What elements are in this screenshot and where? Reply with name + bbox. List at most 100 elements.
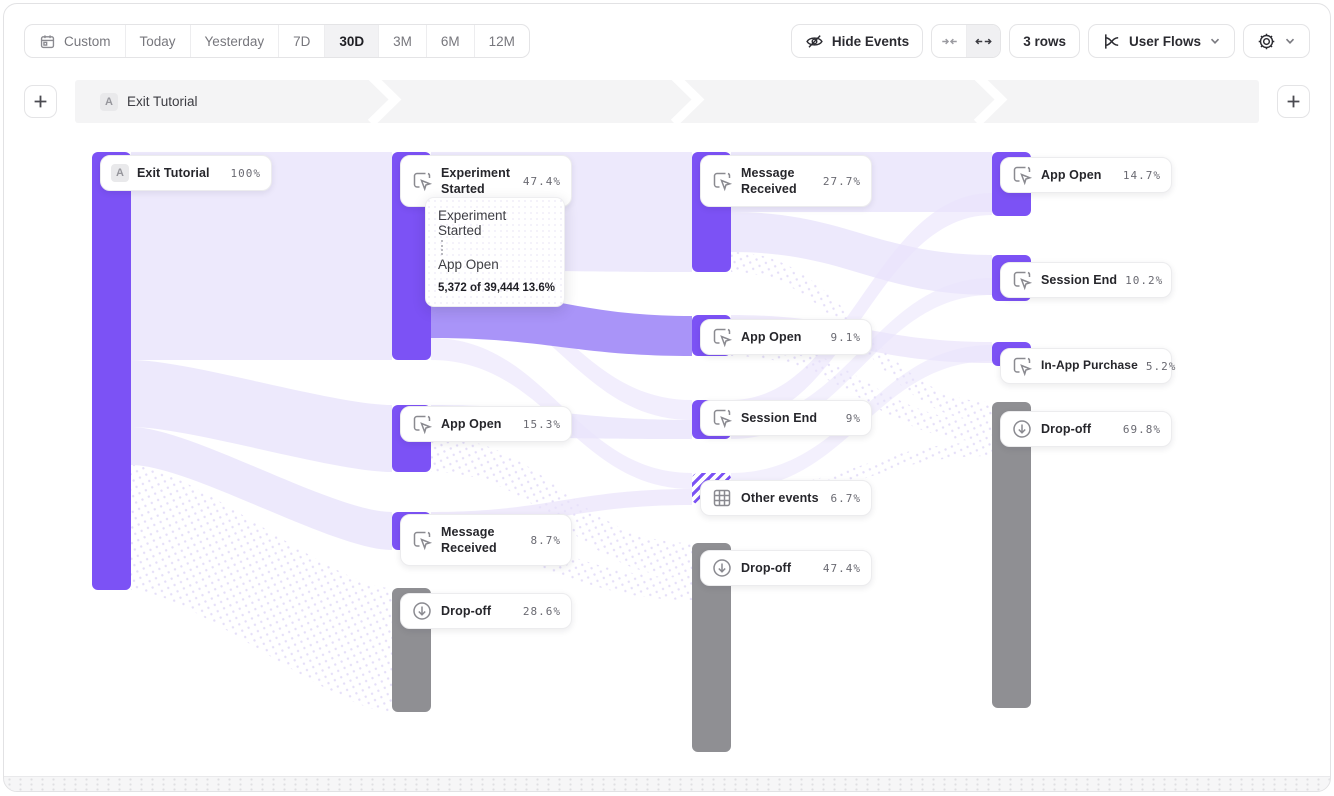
node-card-app-open-4[interactable]: App Open 14.7% (1000, 157, 1172, 193)
collapse-expand-toggle (931, 24, 1002, 58)
date-range-custom[interactable]: Custom (25, 25, 125, 57)
node-value: 47.4% (522, 174, 561, 188)
bottom-resize-strip[interactable] (4, 776, 1330, 791)
node-bar-dropoff-4[interactable] (992, 402, 1031, 708)
date-range-yesterday[interactable]: Yesterday (189, 25, 279, 57)
flow-ribbon (731, 212, 992, 295)
grid-icon (711, 487, 733, 509)
node-label: Other events (741, 490, 819, 505)
chevron-down-icon (1284, 35, 1296, 47)
add-step-left-button[interactable] (24, 85, 57, 118)
view-type-dropdown[interactable]: User Flows (1087, 24, 1235, 58)
node-value: 10.2% (1125, 273, 1164, 287)
hide-events-button[interactable]: Hide Events (790, 24, 924, 58)
event-icon (711, 326, 733, 348)
node-value: 100% (230, 166, 261, 180)
node-label: Exit Tutorial (137, 165, 210, 180)
node-bar-exit-tutorial[interactable] (92, 152, 131, 590)
node-card-app-open-2[interactable]: App Open 15.3% (400, 406, 572, 442)
collapse-columns-button[interactable] (932, 25, 966, 57)
date-range-6m[interactable]: 6M (425, 25, 474, 57)
node-label: App Open (1041, 167, 1102, 182)
node-card-message-received-2[interactable]: Message Received 8.7% (400, 514, 572, 566)
date-range-12m[interactable]: 12M (473, 25, 529, 57)
expand-columns-button[interactable] (966, 25, 1001, 57)
node-card-app-open-3[interactable]: App Open 9.1% (700, 319, 872, 355)
date-range-label: Custom (64, 33, 111, 49)
step-label: Exit Tutorial (127, 94, 198, 109)
node-label: Message Received (741, 165, 797, 196)
node-label: Drop-off (441, 603, 492, 618)
settings-dropdown[interactable] (1243, 24, 1310, 58)
node-value: 15.3% (522, 417, 561, 431)
dropoff-icon (411, 600, 433, 622)
node-card-dropoff-3[interactable]: Drop-off 47.4% (700, 550, 872, 586)
node-card-other-events-3[interactable]: Other events 6.7% (700, 480, 872, 516)
node-card-dropoff-4[interactable]: Drop-off 69.8% (1000, 411, 1172, 447)
step-letter-badge: A (100, 92, 118, 111)
tooltip-from-event: Experiment Started (438, 208, 507, 238)
flow-ribbon (131, 360, 392, 472)
node-value: 6.7% (830, 491, 861, 505)
flow-ribbon-dropoff (731, 336, 992, 442)
node-label: Experiment Started (441, 165, 511, 196)
node-card-session-end-4[interactable]: Session End 10.2% (1000, 262, 1172, 298)
node-value: 9% (845, 411, 861, 425)
node-label: Message Received (441, 524, 497, 555)
node-value: 9.1% (830, 330, 861, 344)
date-range-7d[interactable]: 7D (278, 25, 324, 57)
event-icon (411, 413, 433, 435)
node-label: Session End (1041, 272, 1118, 287)
event-icon (411, 170, 433, 192)
node-label: Drop-off (741, 560, 792, 575)
date-range-30d[interactable]: 30D (324, 25, 379, 57)
toolbar-right: Hide Events 3 rows (790, 24, 1310, 58)
view-type-label: User Flows (1128, 33, 1201, 49)
node-label: App Open (741, 329, 802, 344)
event-icon (1011, 269, 1033, 291)
gear-icon (1257, 32, 1276, 51)
node-letter-badge: A (111, 164, 129, 182)
dropoff-icon (711, 557, 733, 579)
node-value: 69.8% (1122, 422, 1161, 436)
rows-button[interactable]: 3 rows (1009, 24, 1080, 58)
plus-icon (1287, 95, 1300, 108)
arrows-outward-icon (975, 38, 992, 44)
node-card-message-received-3[interactable]: Message Received 27.7% (700, 155, 872, 207)
event-icon (1011, 355, 1033, 377)
node-label: App Open (441, 416, 502, 431)
node-card-exit-tutorial[interactable]: A Exit Tutorial 100% (100, 155, 272, 191)
step-chevron-icon (671, 80, 705, 123)
add-step-right-button[interactable] (1277, 85, 1310, 118)
node-value: 5.2% (1145, 359, 1177, 373)
node-card-dropoff-2[interactable]: Drop-off 28.6% (400, 593, 572, 629)
date-range-picker: Custom Today Yesterday 7D 30D 3M 6M 12M (24, 24, 530, 58)
node-value: 28.6% (522, 604, 561, 618)
flow-ribbon-dropoff (131, 465, 392, 712)
node-label: Session End (741, 410, 818, 425)
node-value: 47.4% (822, 561, 861, 575)
node-label: Drop-off (1041, 421, 1092, 436)
node-value: 14.7% (1122, 168, 1161, 182)
calendar-icon (39, 33, 56, 50)
arrows-inward-icon (941, 38, 957, 44)
node-card-in-app-purchase-4[interactable]: In-App Purchase 5.2% (1000, 348, 1175, 384)
user-flows-icon (1102, 32, 1121, 51)
toolbar: Custom Today Yesterday 7D 30D 3M 6M 12M … (24, 24, 1310, 58)
event-icon (411, 529, 433, 551)
node-card-session-end-3[interactable]: Session End 9% (700, 400, 872, 436)
event-icon (1011, 164, 1033, 186)
date-range-today[interactable]: Today (124, 25, 190, 57)
flow-ribbon (731, 193, 992, 422)
rows-label: 3 rows (1023, 33, 1066, 49)
flow-steps-band[interactable]: A Exit Tutorial (75, 80, 1259, 123)
flow-ribbon (131, 427, 392, 550)
plus-icon (34, 95, 47, 108)
step-a: A Exit Tutorial (100, 80, 198, 123)
flow-ribbon (731, 278, 992, 439)
flow-tooltip: Experiment Started App Open 5,372 of 39,… (425, 197, 565, 307)
node-value: 8.7% (530, 533, 561, 547)
date-range-3m[interactable]: 3M (378, 25, 426, 57)
event-icon (711, 170, 733, 192)
